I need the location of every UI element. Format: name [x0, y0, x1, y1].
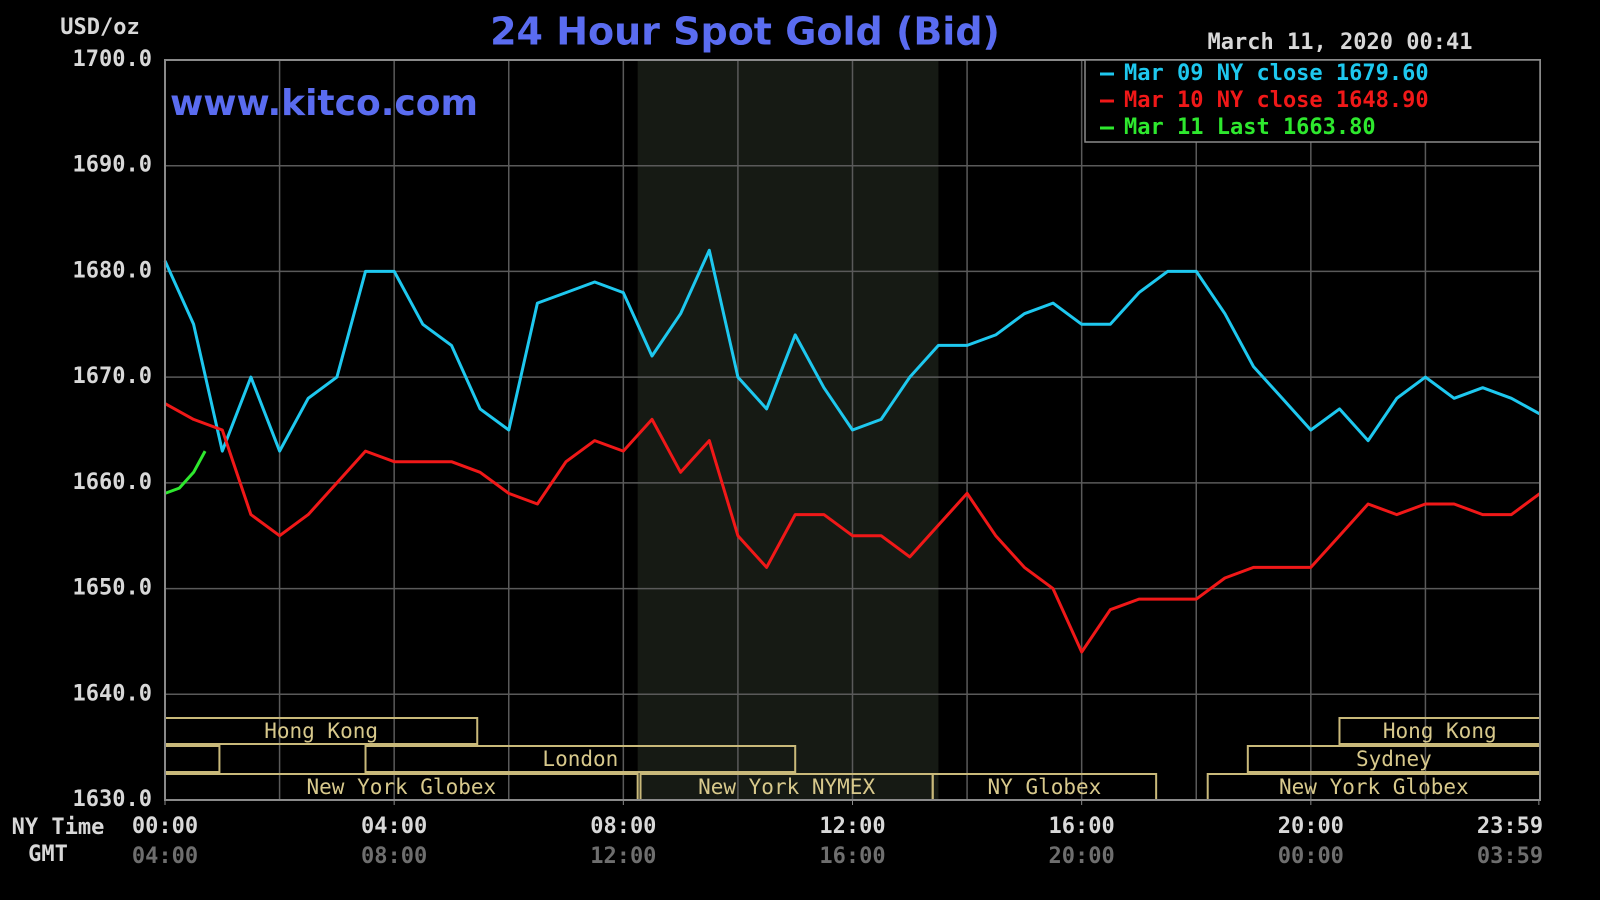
- chart-title: 24 Hour Spot Gold (Bid): [490, 10, 1000, 54]
- series-line: [163, 248, 1541, 453]
- session-label: New York NYMEX: [698, 775, 875, 799]
- y-tick-label: 1680.0: [73, 258, 152, 283]
- x-tick-label: 04:00: [361, 814, 427, 839]
- session-box: [364, 745, 797, 773]
- x-tick-label-gmt: 16:00: [819, 844, 885, 869]
- x-axis-label: NY Time: [12, 815, 105, 840]
- session-label: London: [542, 747, 618, 771]
- legend-label: Mar 09 NY close 1679.60: [1124, 61, 1429, 86]
- session-label: NY Globex: [988, 775, 1102, 799]
- x-tick-label: 00:00: [132, 814, 198, 839]
- x-tick-label-gmt: 04:00: [132, 844, 198, 869]
- watermark: www.kitco.com: [170, 83, 478, 124]
- legend-label: Mar 11 Last 1663.80: [1124, 115, 1376, 140]
- y-tick-label: 1670.0: [73, 364, 152, 389]
- x-tick-label: 20:00: [1278, 814, 1344, 839]
- session-label: New York Globex: [1279, 775, 1469, 799]
- y-tick-label: 1700.0: [73, 47, 152, 72]
- y-tick-label: 1690.0: [73, 153, 152, 178]
- session-shade: [637, 60, 939, 800]
- session-label: New York Globex: [307, 775, 497, 799]
- timestamp: March 11, 2020 00:41: [1208, 30, 1473, 55]
- x-tick-label: 23:59: [1477, 814, 1543, 839]
- x-tick-label: 16:00: [1049, 814, 1115, 839]
- session-label: Hong Kong: [1383, 719, 1497, 743]
- x-tick-label-gmt: 03:59: [1477, 844, 1543, 869]
- series-line: [164, 450, 207, 495]
- legend-box: [1084, 59, 1541, 143]
- session-label: Hong Kong: [264, 719, 378, 743]
- series-line: [164, 402, 1541, 654]
- legend-label: Mar 10 NY close 1648.90: [1124, 88, 1429, 113]
- x-tick-label-gmt: 20:00: [1049, 844, 1115, 869]
- y-tick-label: 1650.0: [73, 576, 152, 601]
- x-tick-label: 08:00: [590, 814, 656, 839]
- x-tick-label: 12:00: [819, 814, 885, 839]
- y-tick-label: 1660.0: [73, 470, 152, 495]
- x-tick-label-gmt: 08:00: [361, 844, 427, 869]
- x-tick-label-gmt: 12:00: [590, 844, 656, 869]
- y-tick-label: 1630.0: [73, 787, 152, 812]
- y-tick-label: 1640.0: [73, 681, 152, 706]
- x-axis-label-gmt: GMT: [28, 842, 68, 867]
- session-label: Sydney: [1356, 747, 1432, 771]
- x-tick-label-gmt: 00:00: [1278, 844, 1344, 869]
- y-axis-label: USD/oz: [60, 15, 139, 40]
